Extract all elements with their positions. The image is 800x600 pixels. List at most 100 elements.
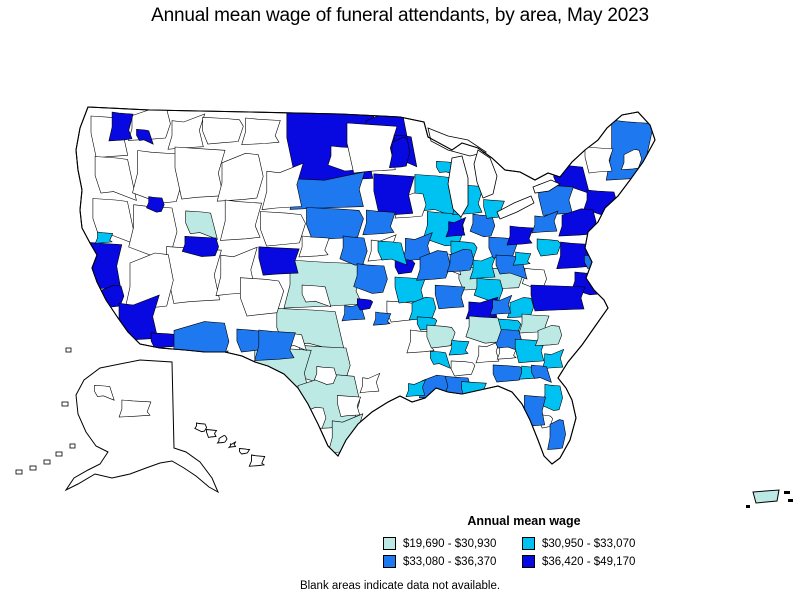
wage-area-patch	[492, 364, 524, 383]
wage-area-patch	[446, 248, 475, 273]
lower48-border	[75, 106, 656, 465]
island-icon	[784, 491, 790, 494]
blank-area-patch	[298, 235, 330, 258]
blank-area-patch	[261, 162, 304, 210]
wage-area-patch	[362, 209, 396, 236]
wage-area-patch	[185, 210, 218, 240]
blank-area-patch	[132, 150, 184, 204]
blank-area-patch	[346, 122, 398, 174]
lake-icon	[532, 179, 561, 194]
wage-area-patch	[94, 231, 114, 244]
blank-area-patch	[337, 395, 362, 417]
legend-title: Annual mean wage	[467, 514, 581, 528]
blank-area-patch	[359, 372, 381, 394]
wage-area-patch	[469, 254, 497, 280]
wage-area-patch	[372, 311, 392, 326]
lake-icon	[473, 149, 498, 199]
wage-area-patch	[541, 348, 565, 370]
legend-swatch-bin2	[522, 537, 535, 550]
legend-grid: $19,690 - $30,930 $30,950 - $33,070 $33,…	[383, 537, 693, 568]
blank-area-patch	[450, 360, 476, 377]
blank-area-patch	[298, 406, 327, 431]
island-icon	[69, 443, 76, 449]
blank-area-patch	[314, 366, 337, 385]
puerto-rico-area	[752, 489, 780, 504]
blank-area-patch	[301, 284, 332, 308]
lake-icon	[496, 195, 535, 220]
island-icon	[194, 422, 208, 433]
wage-area-patch	[530, 284, 586, 312]
wage-area-patch	[146, 196, 165, 213]
blank-area-patch	[216, 152, 264, 202]
wage-area-patch	[356, 298, 374, 311]
wage-area-patch	[434, 284, 466, 310]
legend-label-bin2: $30,950 - $33,070	[542, 537, 636, 550]
wage-area-patch	[506, 225, 534, 246]
blank-area-patch	[174, 146, 226, 200]
island-icon	[206, 429, 218, 439]
wage-area-patch	[534, 325, 563, 347]
wage-area-patch	[254, 329, 296, 361]
wage-area-patch	[531, 364, 552, 383]
wage-area-patch	[108, 111, 134, 142]
wage-area-patch	[426, 324, 456, 349]
alaska-outline	[64, 359, 220, 494]
blank-area-patch	[260, 211, 306, 247]
wage-area-patch	[377, 240, 408, 266]
island-icon	[746, 505, 750, 508]
blank-area-patch	[124, 252, 174, 310]
wage-area-patch	[339, 235, 368, 266]
blank-area-patch	[167, 113, 206, 150]
wage-area-patch	[512, 251, 532, 266]
blank-area-patch	[220, 199, 262, 241]
legend-item: $30,950 - $33,070	[522, 537, 687, 550]
wage-area-patch	[469, 213, 496, 238]
wage-area-patch	[353, 263, 388, 294]
hawaii-outline	[194, 422, 266, 467]
blank-area-patch	[241, 117, 281, 146]
blank-area-patch	[94, 156, 137, 201]
wage-area-patch	[531, 210, 559, 234]
legend-item: $36,420 - $49,170	[522, 555, 687, 568]
footnote: Blank areas indicate data not available.	[299, 580, 501, 592]
wage-area-patch	[465, 315, 502, 344]
wage-area-patch	[405, 379, 427, 398]
island-icon	[239, 448, 251, 455]
wage-area-patch	[465, 296, 499, 320]
island-icon	[15, 469, 23, 475]
legend: Annual mean wage $19,690 - $30,930 $30,9…	[383, 514, 693, 568]
island-icon	[43, 459, 51, 465]
blank-area-patch	[118, 399, 152, 418]
island-icon	[29, 465, 37, 471]
wage-area-patch	[445, 216, 467, 238]
legend-item: $19,690 - $30,930	[383, 537, 522, 550]
wage-area-patch	[373, 173, 415, 217]
wage-area-patch	[536, 238, 562, 257]
blank-area-patch	[94, 384, 115, 401]
legend-label-bin4: $36,420 - $49,170	[542, 555, 636, 568]
wage-area-patch	[306, 207, 364, 241]
legend-label-bin3: $33,080 - $36,370	[403, 555, 497, 568]
blank-area-patch	[475, 340, 501, 364]
island-icon	[61, 401, 69, 407]
island-icon	[788, 499, 793, 502]
wage-area-patch	[473, 277, 504, 302]
wage-area-patch	[605, 119, 655, 181]
legend-swatch-bin3	[383, 555, 396, 568]
wage-area-patch	[430, 350, 451, 369]
wage-area-patch	[136, 128, 154, 145]
blank-area-patch	[240, 277, 285, 317]
wage-area-patch	[547, 419, 566, 450]
legend-label-bin1: $19,690 - $30,930	[403, 537, 497, 550]
blank-area-patch	[584, 146, 614, 174]
legend-swatch-bin1	[383, 537, 396, 550]
wage-area-patch	[489, 294, 513, 316]
blank-area-patch	[202, 116, 244, 145]
great-lakes	[427, 127, 561, 220]
wage-area-patch	[85, 241, 123, 291]
island-icon	[248, 454, 266, 467]
wage-area-patch	[193, 350, 229, 378]
wage-area-patch	[416, 250, 451, 281]
island-icon	[227, 441, 237, 449]
